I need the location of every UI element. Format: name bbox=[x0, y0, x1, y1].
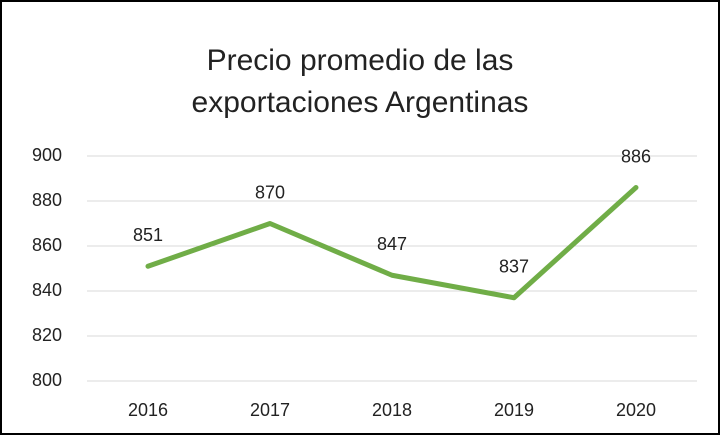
data-label: 837 bbox=[499, 257, 529, 277]
x-tick-label: 2019 bbox=[494, 400, 534, 420]
y-tick-label: 880 bbox=[32, 190, 62, 210]
x-tick-label: 2020 bbox=[616, 400, 656, 420]
y-tick-label: 800 bbox=[32, 370, 62, 390]
y-tick-label: 840 bbox=[32, 280, 62, 300]
data-label: 851 bbox=[133, 225, 163, 245]
y-tick-label: 820 bbox=[32, 325, 62, 345]
y-tick-label: 900 bbox=[32, 145, 62, 165]
x-tick-label: 2016 bbox=[128, 400, 168, 420]
data-label: 870 bbox=[255, 182, 285, 202]
data-label: 886 bbox=[621, 146, 651, 166]
chart-title: Precio promedio de las exportaciones Arg… bbox=[191, 44, 529, 119]
data-label: 847 bbox=[377, 234, 407, 254]
x-tick-label: 2018 bbox=[372, 400, 412, 420]
x-tick-label: 2017 bbox=[250, 400, 290, 420]
y-tick-label: 860 bbox=[32, 235, 62, 255]
data-line bbox=[145, 185, 639, 301]
